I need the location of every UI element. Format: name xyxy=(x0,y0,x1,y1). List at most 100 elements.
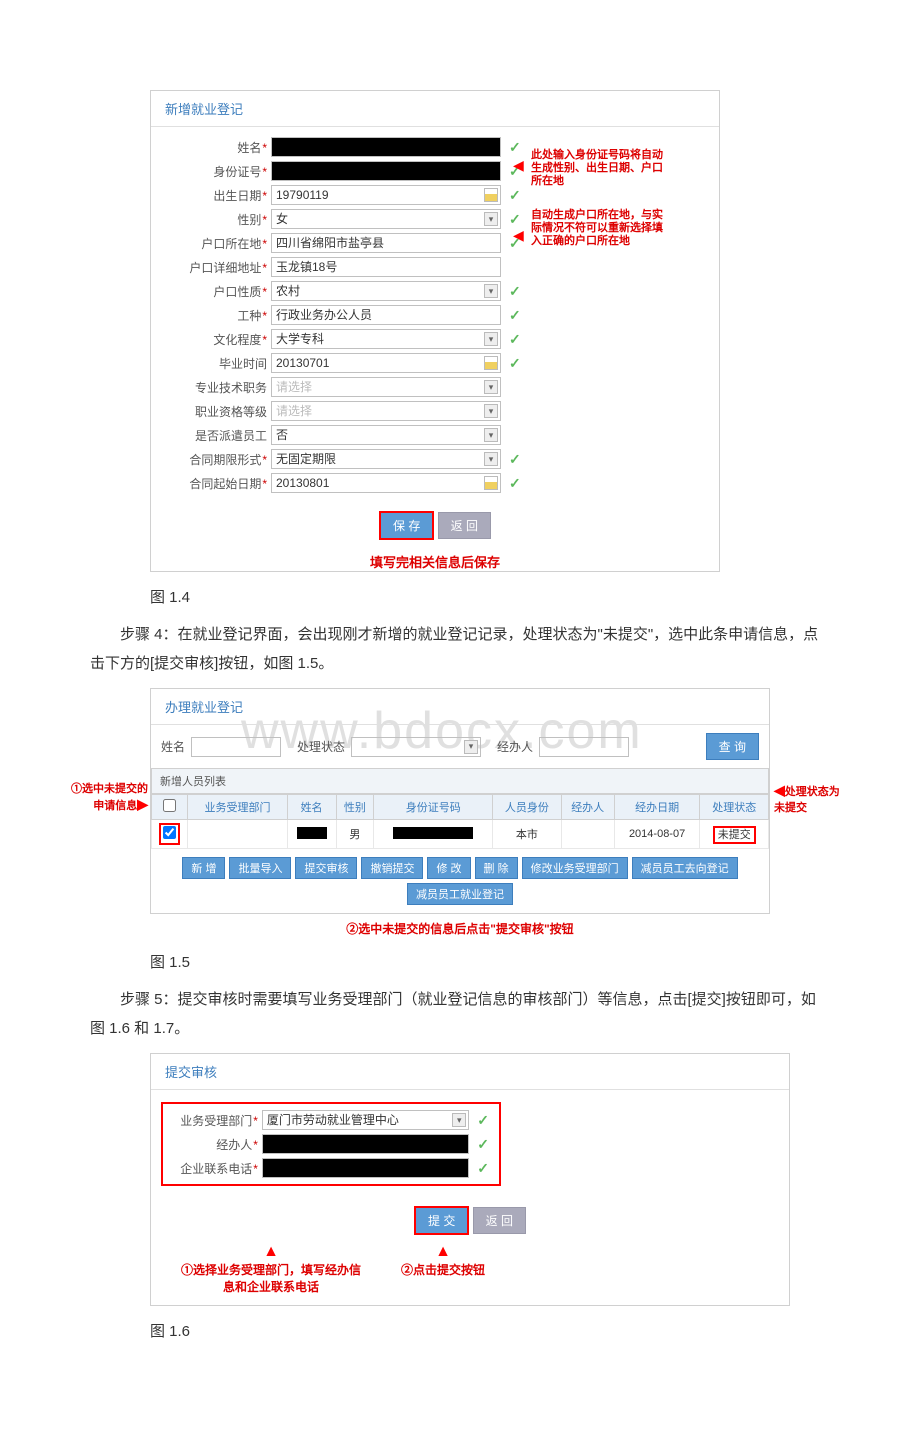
calendar-icon xyxy=(484,188,498,202)
cell-sex: 男 xyxy=(336,820,374,849)
field-label: 毕业时间 xyxy=(161,355,271,372)
form-row: 是否派遣员工否▾ xyxy=(151,423,719,447)
field-input[interactable]: 大学专科▾ xyxy=(271,329,501,349)
field-label: 户口性质* xyxy=(161,283,271,300)
field-input[interactable]: 无固定期限▾ xyxy=(271,449,501,469)
arrow-up-icon: ▲ xyxy=(401,1243,485,1261)
fig14-title: 新增就业登记 xyxy=(151,91,719,127)
action-button[interactable]: 修改业务受理部门 xyxy=(522,857,628,879)
field-input[interactable]: 20130801 xyxy=(271,473,501,493)
check-icon: ✓ xyxy=(509,307,521,324)
table-header: 身份证号码 xyxy=(374,795,493,820)
paragraph-step4: 步骤 4：在就业登记界面，会出现刚才新增的就业登记记录，处理状态为"未提交"，选… xyxy=(90,621,830,678)
field-label: 工种* xyxy=(161,307,271,324)
field-input[interactable] xyxy=(271,161,501,181)
field-label: 企业联系电话* xyxy=(173,1160,262,1177)
fig16-button-row: 提 交 返 回 xyxy=(151,1198,789,1243)
action-button[interactable]: 提交审核 xyxy=(295,857,357,879)
action-button[interactable]: 减员员工就业登记 xyxy=(407,883,513,905)
field-input[interactable] xyxy=(262,1134,469,1154)
fig16-form: 业务受理部门*厦门市劳动就业管理中心▾ ✓ 经办人*✓ 企业联系电话* ✓ xyxy=(151,1090,789,1198)
action-button[interactable]: 删 除 xyxy=(475,857,518,879)
search-status-select[interactable]: ▾ xyxy=(351,737,481,757)
field-input[interactable]: 请选择▾ xyxy=(271,401,501,421)
fig15-panel: www.bdocx.com 办理就业登记 姓名 处理状态 ▾ 经办人 查 询 新… xyxy=(150,688,770,914)
action-button[interactable]: 修 改 xyxy=(427,857,470,879)
field-input[interactable]: 四川省绵阳市盐亭县 xyxy=(271,233,501,253)
row-checkbox[interactable] xyxy=(163,826,176,839)
chevron-down-icon: ▾ xyxy=(484,212,498,226)
table-header: 人员身份 xyxy=(493,795,562,820)
cell-name xyxy=(287,820,336,849)
check-icon: ✓ xyxy=(509,187,521,204)
field-input[interactable]: 20130701 xyxy=(271,353,501,373)
field-input[interactable]: 女▾ xyxy=(271,209,501,229)
fig15-annotation-bottom: ②选中未提交的信息后点击"提交审核"按钮 xyxy=(150,920,770,937)
fig14-annotation-1: 此处输入身份证号码将自动生成性别、出生日期、户口所在地 xyxy=(531,149,671,189)
chevron-down-icon: ▾ xyxy=(452,1113,466,1127)
table-row[interactable]: 男 本市 2014-08-07 未提交 xyxy=(152,820,769,849)
search-name-input[interactable] xyxy=(191,737,281,757)
back-button[interactable]: 返 回 xyxy=(473,1207,526,1234)
back-button[interactable]: 返 回 xyxy=(438,512,491,539)
cell-status: 未提交 xyxy=(700,820,769,849)
form-row: 户口详细地址*玉龙镇18号 xyxy=(151,255,719,279)
check-icon: ✓ xyxy=(509,475,521,492)
check-icon: ✓ xyxy=(509,211,521,228)
action-button[interactable]: 撤销提交 xyxy=(361,857,423,879)
cell-identity: 本市 xyxy=(493,820,562,849)
query-button[interactable]: 查 询 xyxy=(706,733,759,760)
fig14-button-row: 保 存 返 回 xyxy=(151,503,719,548)
action-button[interactable]: 新 增 xyxy=(182,857,225,879)
field-input[interactable]: 农村▾ xyxy=(271,281,501,301)
search-agent-input[interactable] xyxy=(539,737,629,757)
submit-button[interactable]: 提 交 xyxy=(414,1206,469,1235)
fig14-panel: 新增就业登记 姓名*✓身份证号*✓出生日期*19790119✓性别*女▾✓户口所… xyxy=(150,90,720,572)
field-label: 文化程度* xyxy=(161,331,271,348)
chevron-down-icon: ▾ xyxy=(484,332,498,346)
table-header: 处理状态 xyxy=(700,795,769,820)
field-input[interactable]: 厦门市劳动就业管理中心▾ xyxy=(262,1110,469,1130)
check-icon: ✓ xyxy=(477,1112,489,1129)
action-button[interactable]: 批量导入 xyxy=(229,857,291,879)
fig14-form: 姓名*✓身份证号*✓出生日期*19790119✓性别*女▾✓户口所在地*四川省绵… xyxy=(151,127,719,503)
list-subhead: 新增人员列表 xyxy=(151,768,769,794)
select-all-checkbox[interactable] xyxy=(163,799,176,812)
arrow-up-icon: ▲ xyxy=(181,1243,361,1261)
fig16-annotation-1: ①选择业务受理部门，填写经办信息和企业联系电话 xyxy=(181,1261,361,1295)
search-name-label: 姓名 xyxy=(161,738,185,755)
form-row: 工种*行政业务办公人员 ✓ xyxy=(151,303,719,327)
field-input[interactable]: 否▾ xyxy=(271,425,501,445)
form-row: 文化程度*大学专科▾ ✓ xyxy=(151,327,719,351)
arrow-left-icon: ◀ xyxy=(513,227,524,244)
check-icon: ✓ xyxy=(477,1160,489,1177)
form-row: 毕业时间20130701 ✓ xyxy=(151,351,719,375)
check-icon: ✓ xyxy=(509,331,521,348)
arrow-left-icon: ◀ xyxy=(513,157,524,174)
field-label: 业务受理部门* xyxy=(173,1112,262,1129)
fig16-title: 提交审核 xyxy=(151,1054,789,1090)
field-label: 户口详细地址* xyxy=(161,259,271,276)
field-input[interactable]: 19790119 xyxy=(271,185,501,205)
field-input[interactable] xyxy=(262,1158,469,1178)
field-label: 出生日期* xyxy=(161,187,271,204)
field-input[interactable] xyxy=(271,137,501,157)
form-row: 业务受理部门*厦门市劳动就业管理中心▾ ✓ xyxy=(163,1108,499,1132)
action-button[interactable]: 减员员工去向登记 xyxy=(632,857,738,879)
check-icon: ✓ xyxy=(509,355,521,372)
field-input[interactable]: 行政业务办公人员 xyxy=(271,305,501,325)
field-input[interactable]: 请选择▾ xyxy=(271,377,501,397)
fig14-annotation-2: 自动生成户口所在地，与实际情况不符可以重新选择填入正确的户口所在地 xyxy=(531,209,671,249)
fig15-caption: 图 1.5 xyxy=(150,951,830,972)
save-button[interactable]: 保 存 xyxy=(379,511,434,540)
field-label: 专业技术职务 xyxy=(161,379,271,396)
table-header: 性别 xyxy=(336,795,374,820)
search-agent-label: 经办人 xyxy=(497,738,533,755)
fig15-title: 办理就业登记 xyxy=(151,689,769,725)
chevron-down-icon: ▾ xyxy=(484,404,498,418)
chevron-down-icon: ▾ xyxy=(484,452,498,466)
field-label: 姓名* xyxy=(161,139,271,156)
field-input[interactable]: 玉龙镇18号 xyxy=(271,257,501,277)
paragraph-step5: 步骤 5：提交审核时需要填写业务受理部门（就业登记信息的审核部门）等信息，点击[… xyxy=(90,986,830,1043)
form-row: 经办人*✓ xyxy=(163,1132,499,1156)
